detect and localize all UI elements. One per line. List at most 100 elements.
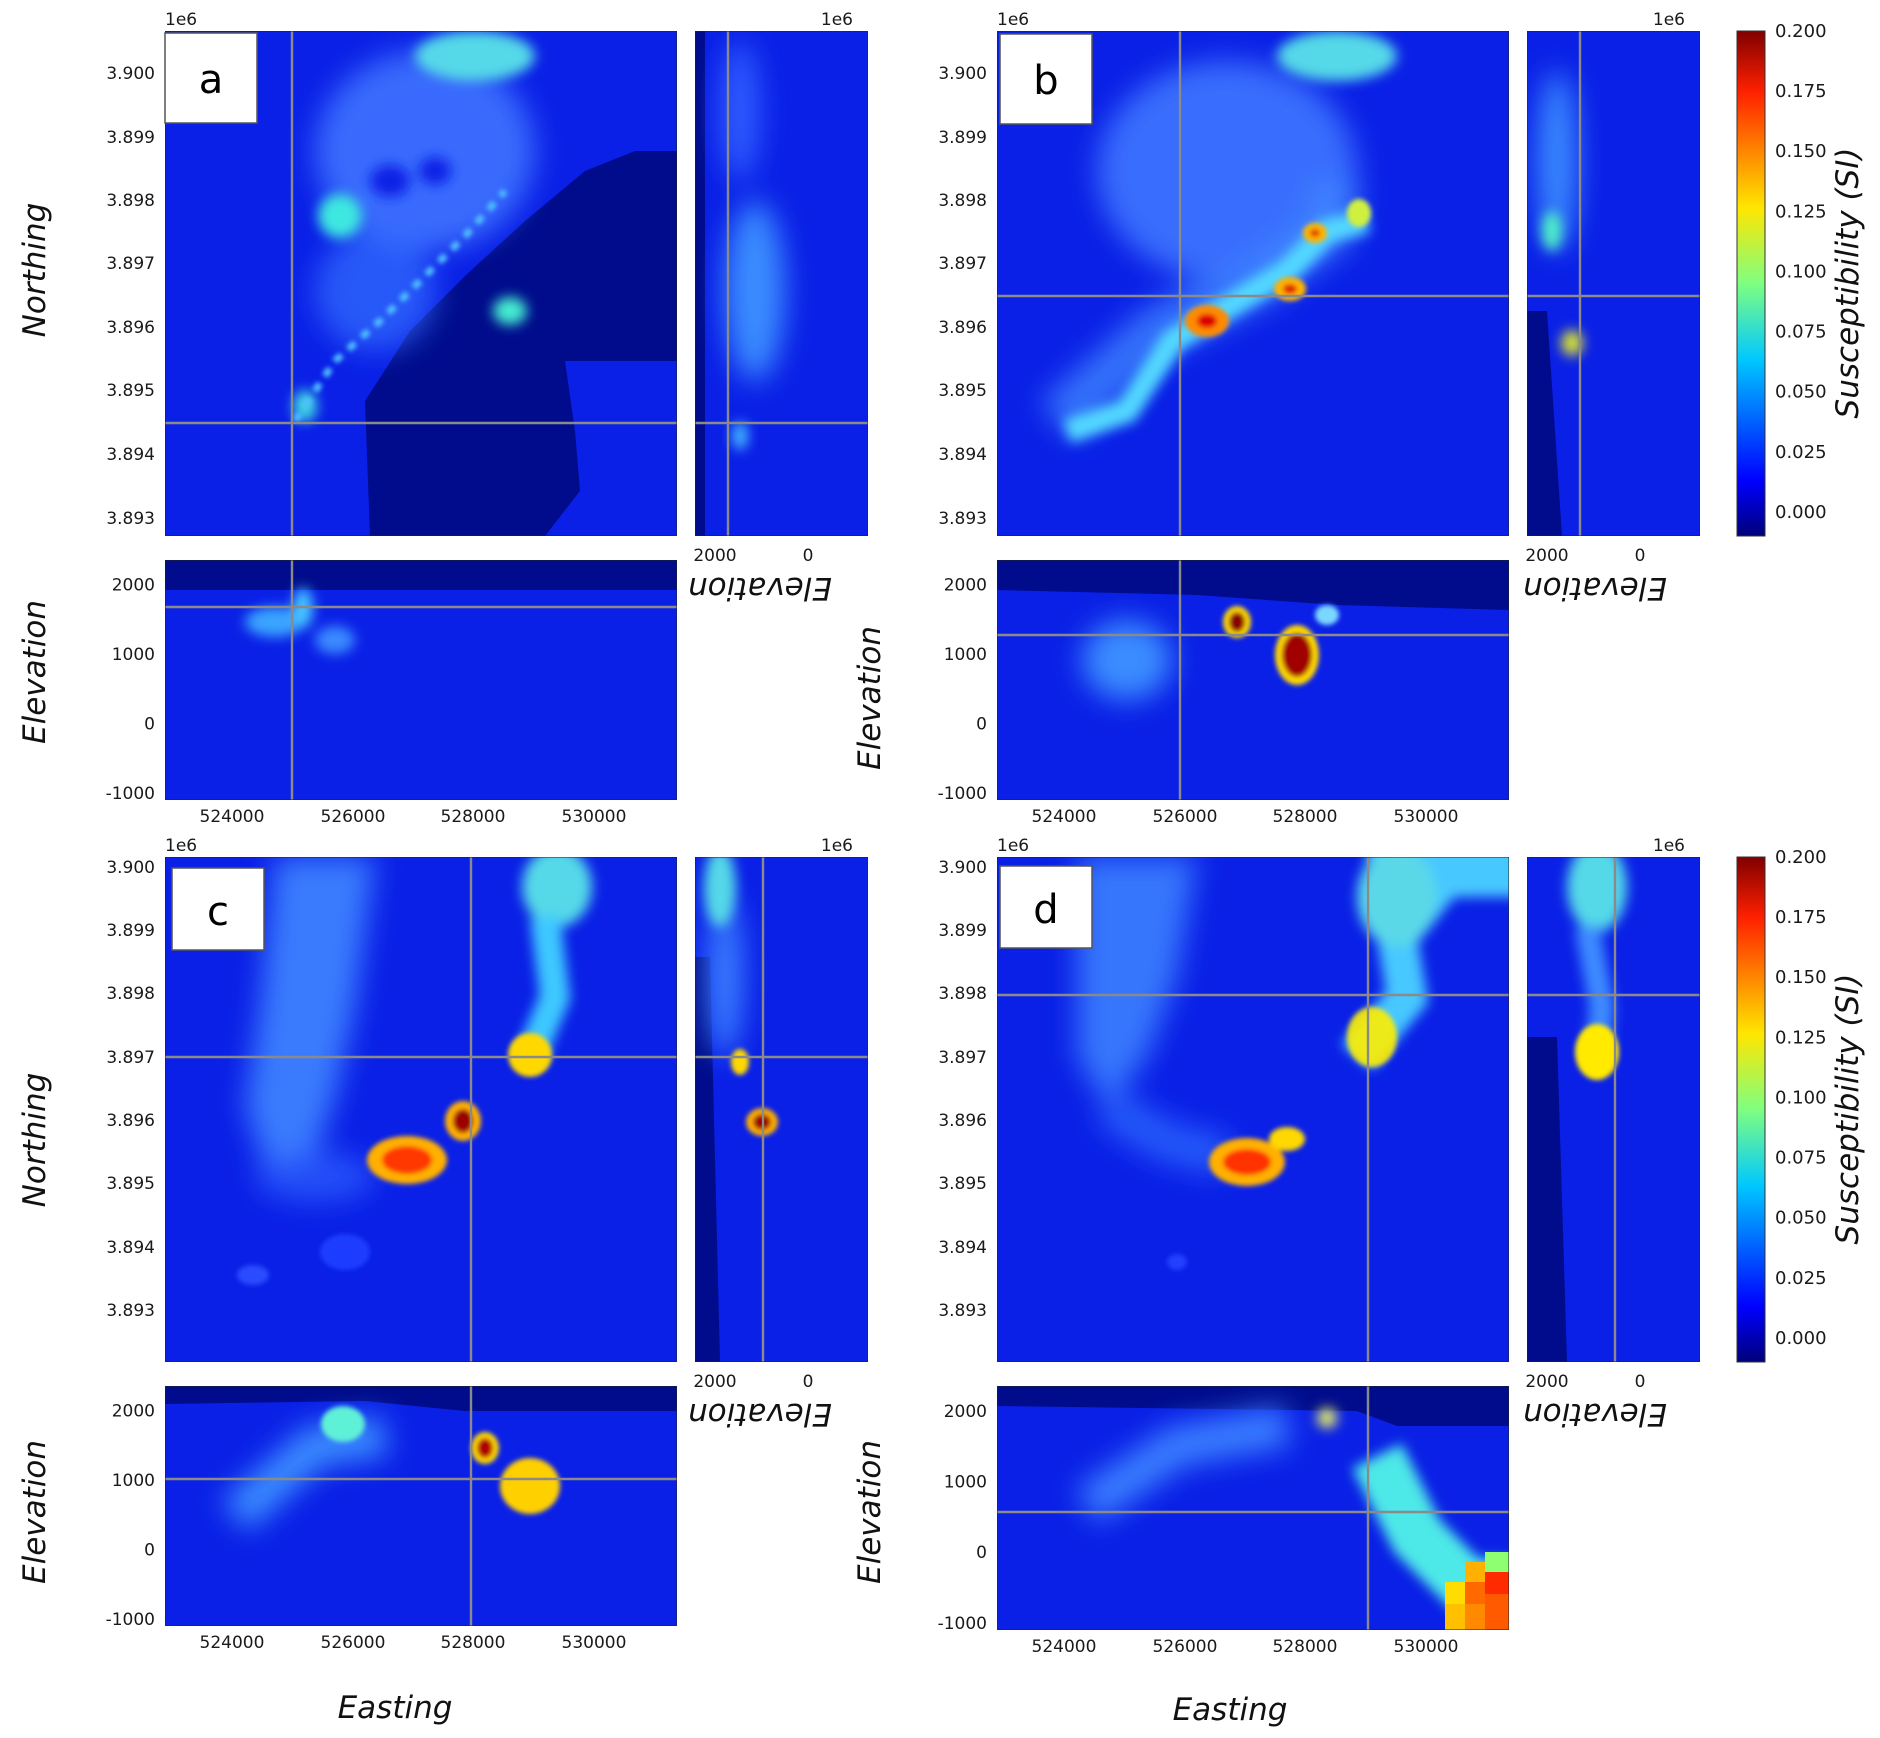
easting-tick-label: 526000 xyxy=(1153,807,1218,827)
colorbar-tick-label: 0.000 xyxy=(1775,1328,1827,1349)
multiplier-label: 1e6 xyxy=(1653,836,1685,856)
northing-tick-label: 3.893 xyxy=(938,1301,987,1321)
colorbar-tick-label: 0.150 xyxy=(1775,967,1827,988)
northing-tick-label: 3.897 xyxy=(106,254,155,274)
elevation-tick-label: 2000 xyxy=(112,575,155,595)
panel-d-side-view xyxy=(1527,857,1700,1362)
northing-tick-label: 3.893 xyxy=(106,509,155,529)
colorbar-tick-label: 0.100 xyxy=(1775,1087,1827,1108)
northing-tick-label: 3.897 xyxy=(106,1048,155,1068)
elevation-tick-label: -1000 xyxy=(938,784,987,804)
side-elevation-tick-label: 0 xyxy=(803,1372,814,1392)
colorbar-tick-label: 0.075 xyxy=(1775,322,1827,343)
colorbar-label-bottom: Susceptibility (SI) xyxy=(1830,974,1866,1245)
elevation-tick-label: 2000 xyxy=(944,1402,987,1422)
side-elevation-label-c: Elevation xyxy=(688,1396,832,1432)
y-axis-label-a: Northing xyxy=(17,203,53,338)
northing-tick-label: 3.895 xyxy=(938,381,987,401)
easting-tick-label: 528000 xyxy=(441,807,506,827)
multiplier-label: 1e6 xyxy=(821,10,853,30)
northing-tick-label: 3.900 xyxy=(106,64,155,84)
northing-tick-label: 3.894 xyxy=(106,1238,155,1258)
colorbar-tick-label: 0.200 xyxy=(1775,21,1827,42)
multiplier-label: 1e6 xyxy=(1653,10,1685,30)
elevation-tick-label: 1000 xyxy=(944,1472,987,1492)
easting-tick-label: 524000 xyxy=(200,807,265,827)
easting-tick-label: 530000 xyxy=(562,807,627,827)
elevation-label-b: Elevation xyxy=(852,626,888,770)
easting-tick-label: 526000 xyxy=(321,807,386,827)
elevation-tick-label: 1000 xyxy=(112,1471,155,1491)
easting-tick-label: 530000 xyxy=(1394,1637,1459,1657)
svg-text:c: c xyxy=(207,889,229,935)
elevation-tick-label: 0 xyxy=(976,714,987,734)
northing-tick-label: 3.899 xyxy=(938,921,987,941)
panel-a: a xyxy=(164,31,868,800)
panel-a-section-view xyxy=(165,560,677,800)
northing-tick-label: 3.896 xyxy=(106,1111,155,1131)
northing-tick-label: 3.896 xyxy=(106,318,155,338)
side-elevation-label-b: Elevation xyxy=(1523,570,1667,606)
northing-tick-label: 3.898 xyxy=(106,984,155,1004)
colorbar-tick-label: 0.050 xyxy=(1775,382,1827,403)
elevation-tick-label: 2000 xyxy=(112,1401,155,1421)
svg-text:b: b xyxy=(1033,58,1058,104)
easting-tick-label: 526000 xyxy=(321,1633,386,1653)
side-elevation-tick-label: 2000 xyxy=(1525,546,1568,566)
x-axis-label-c: Easting xyxy=(338,1690,453,1726)
easting-tick-label: 530000 xyxy=(562,1633,627,1653)
elevation-tick-label: 2000 xyxy=(944,575,987,595)
side-elevation-label-a: Elevation xyxy=(688,570,832,606)
elevation-tick-label: 1000 xyxy=(944,645,987,665)
elevation-tick-label: 0 xyxy=(976,1543,987,1563)
side-elevation-label-d: Elevation xyxy=(1523,1396,1667,1432)
colorbar-tick-label: 0.000 xyxy=(1775,502,1827,523)
easting-tick-label: 526000 xyxy=(1153,1637,1218,1657)
northing-tick-label: 3.898 xyxy=(938,984,987,1004)
multiplier-label: 1e6 xyxy=(165,836,197,856)
panel-label-a: a xyxy=(164,32,258,124)
elevation-tick-label: -1000 xyxy=(106,784,155,804)
y-axis-label-c: Northing xyxy=(17,1073,53,1208)
colorbar-tick-label: 0.175 xyxy=(1775,81,1827,102)
easting-tick-label: 528000 xyxy=(441,1633,506,1653)
easting-tick-label: 524000 xyxy=(1032,1637,1097,1657)
panel-c-section-view xyxy=(165,1386,677,1626)
northing-tick-label: 3.899 xyxy=(106,128,155,148)
colorbar-tick-label: 0.025 xyxy=(1775,442,1827,463)
colorbar-tick-label: 0.125 xyxy=(1775,201,1827,222)
panel-label-b: b xyxy=(999,33,1093,125)
northing-tick-label: 3.895 xyxy=(938,1174,987,1194)
colorbar-tick-label: 0.175 xyxy=(1775,907,1827,928)
panel-b-side-view xyxy=(1527,31,1700,536)
northing-tick-label: 3.900 xyxy=(106,858,155,878)
panel-d-section-view xyxy=(997,1386,1509,1630)
easting-tick-label: 528000 xyxy=(1273,807,1338,827)
side-elevation-tick-label: 2000 xyxy=(693,546,736,566)
side-elevation-tick-label: 2000 xyxy=(1525,1372,1568,1392)
northing-tick-label: 3.900 xyxy=(938,64,987,84)
side-elevation-tick-label: 0 xyxy=(1635,546,1646,566)
northing-tick-label: 3.893 xyxy=(938,509,987,529)
colorbar-tick-label: 0.150 xyxy=(1775,141,1827,162)
colorbar-tick-label: 0.075 xyxy=(1775,1148,1827,1169)
panel-c-side-view xyxy=(695,857,868,1362)
northing-tick-label: 3.894 xyxy=(938,445,987,465)
northing-tick-label: 3.897 xyxy=(938,254,987,274)
northing-tick-label: 3.894 xyxy=(938,1238,987,1258)
northing-tick-label: 3.899 xyxy=(938,128,987,148)
side-elevation-tick-label: 0 xyxy=(803,546,814,566)
easting-tick-label: 524000 xyxy=(1032,807,1097,827)
multiplier-label: 1e6 xyxy=(165,10,197,30)
northing-tick-label: 3.898 xyxy=(938,191,987,211)
northing-tick-label: 3.896 xyxy=(938,1111,987,1131)
panel-c: c xyxy=(165,857,868,1626)
multiplier-label: 1e6 xyxy=(997,10,1029,30)
northing-tick-label: 3.895 xyxy=(106,381,155,401)
northing-tick-label: 3.898 xyxy=(106,191,155,211)
x-axis-label-d: Easting xyxy=(1173,1692,1288,1728)
svg-text:a: a xyxy=(199,57,224,103)
northing-tick-label: 3.900 xyxy=(938,858,987,878)
elevation-tick-label: -1000 xyxy=(938,1614,987,1634)
panel-label-c: c xyxy=(171,867,265,951)
